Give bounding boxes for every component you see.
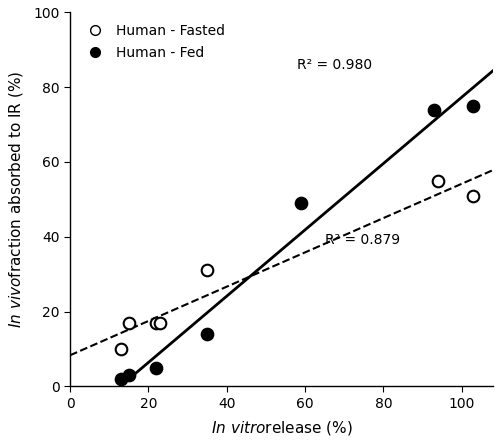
Point bbox=[156, 319, 164, 326]
Point bbox=[434, 177, 442, 184]
Point bbox=[152, 319, 160, 326]
Point bbox=[203, 267, 211, 274]
Text: R² = 0.879: R² = 0.879 bbox=[324, 233, 400, 247]
Text: R² = 0.980: R² = 0.980 bbox=[297, 58, 372, 71]
Point bbox=[297, 199, 305, 206]
Y-axis label: $\it{In\ vivo}$fraction absorbed to IR (%): $\it{In\ vivo}$fraction absorbed to IR (… bbox=[7, 71, 25, 328]
X-axis label: $\it{In\ vitro}$release (%): $\it{In\ vitro}$release (%) bbox=[210, 419, 352, 437]
Point bbox=[117, 375, 125, 382]
Point bbox=[470, 192, 478, 199]
Point bbox=[125, 372, 133, 379]
Point bbox=[125, 319, 133, 326]
Point bbox=[152, 364, 160, 371]
Legend: Human - Fasted, Human - Fed: Human - Fasted, Human - Fed bbox=[77, 20, 229, 64]
Point bbox=[470, 103, 478, 110]
Point bbox=[203, 330, 211, 337]
Point bbox=[430, 106, 438, 113]
Point bbox=[117, 345, 125, 353]
